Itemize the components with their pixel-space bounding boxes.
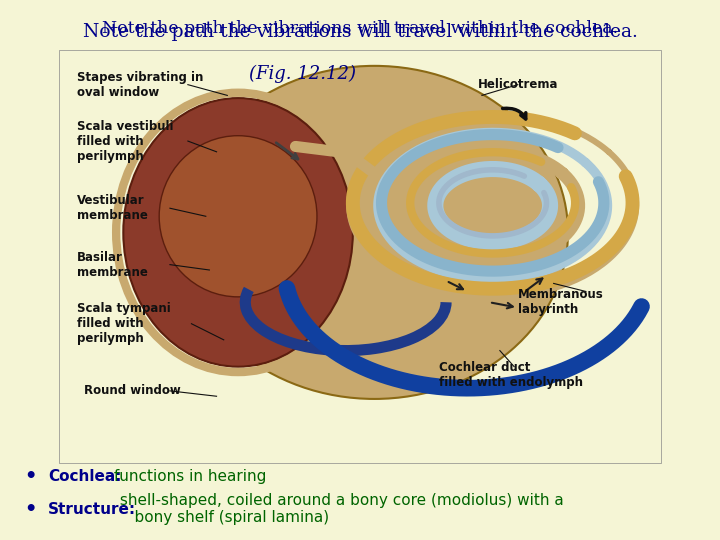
Text: Round window: Round window	[84, 384, 181, 397]
Text: Stapes vibrating in
oval window: Stapes vibrating in oval window	[77, 71, 203, 99]
Ellipse shape	[181, 66, 568, 399]
Ellipse shape	[123, 98, 353, 367]
Text: Structure:: Structure:	[48, 502, 136, 517]
Text: shell-shaped, coiled around a bony core (modiolus) with a
    bony shelf (spiral: shell-shaped, coiled around a bony core …	[114, 493, 564, 525]
Text: Note the path the vibrations will travel within the cochlea.: Note the path the vibrations will travel…	[102, 20, 618, 37]
Text: Scala tympani
filled with
perilymph: Scala tympani filled with perilymph	[77, 302, 171, 345]
Text: (Fig. 12.12): (Fig. 12.12)	[249, 65, 356, 83]
Text: Helicotrema: Helicotrema	[478, 78, 559, 91]
Ellipse shape	[159, 136, 317, 297]
Text: Membranous
labyrinth: Membranous labyrinth	[518, 288, 603, 316]
Text: Note the path the vibrations will travel within the cochlea.: Note the path the vibrations will travel…	[83, 23, 637, 41]
Text: Vestibular
membrane: Vestibular membrane	[77, 194, 148, 222]
Text: Cochlear duct
filled with endolymph: Cochlear duct filled with endolymph	[439, 361, 583, 389]
Text: •: •	[24, 467, 36, 487]
Text: •: •	[24, 500, 36, 518]
Text: Scala vestibuli
filled with
perilymph: Scala vestibuli filled with perilymph	[77, 119, 174, 163]
Text: Cochlea:: Cochlea:	[48, 469, 122, 484]
Text: Basilar
membrane: Basilar membrane	[77, 251, 148, 279]
Text: functions in hearing: functions in hearing	[109, 469, 266, 484]
